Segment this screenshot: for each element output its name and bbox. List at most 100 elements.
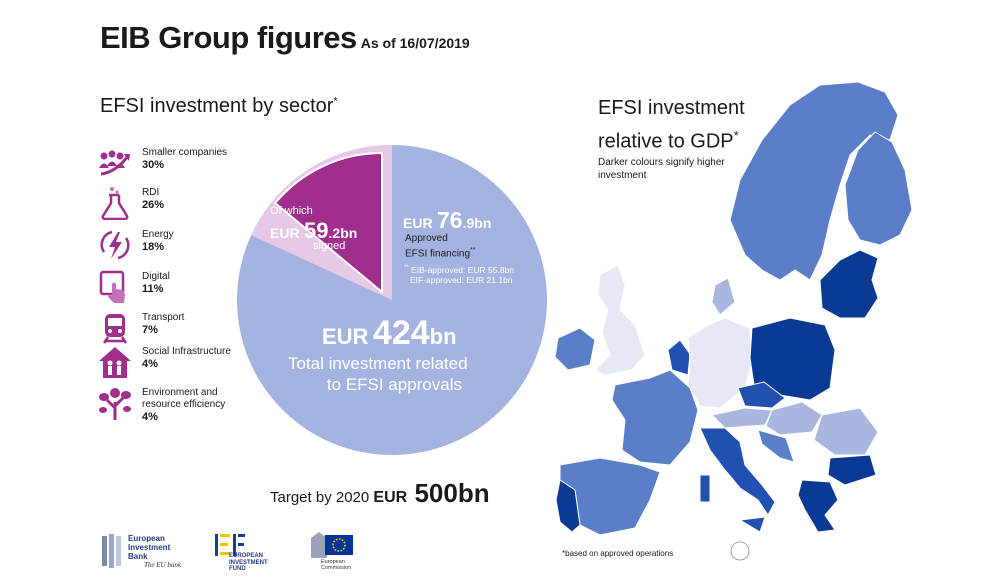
- house-family-icon: [99, 347, 131, 378]
- eib-logo-mark: [102, 534, 121, 568]
- target-unit: bn: [457, 478, 490, 508]
- sector-heading-text: EFSI investment by sector: [100, 95, 334, 117]
- target-label: Target by 2020: [270, 489, 370, 506]
- map-region-denmark: [711, 277, 736, 316]
- sector-social-infrastructure: Social Infrastructure 4%: [98, 345, 258, 385]
- target-value: 500: [414, 478, 458, 508]
- target-prefix: EUR: [373, 489, 408, 506]
- map-region-benelux: [667, 339, 691, 376]
- total-label-line2: to EFSI approvals: [326, 375, 462, 394]
- map-region-france: [611, 369, 699, 466]
- eib-logo-tagline: The EU bank: [144, 561, 181, 569]
- flask-icon: [101, 187, 129, 220]
- approved-dec: .9: [462, 215, 475, 231]
- people-growth-icon: [99, 150, 130, 176]
- target-2020: Target by 2020 EUR 500bn: [270, 478, 490, 509]
- map-region-austria: [710, 407, 773, 429]
- approved-int: 76: [437, 207, 463, 233]
- sector-label: RDI: [142, 187, 160, 198]
- approved-mark: **: [470, 247, 476, 254]
- map-region-nordic: [729, 81, 899, 281]
- sector-label: Smaller companies: [142, 147, 228, 158]
- page-title: EIB Group figures As of 16/07/2019: [100, 20, 470, 56]
- approved-label-line2: EFSI financing: [405, 248, 471, 260]
- sector-pct: 18%: [142, 241, 165, 253]
- map-footnote: *based on approved operations: [562, 549, 674, 558]
- eib-logo-line3: Bank: [128, 552, 148, 561]
- eif-logo-line1: EUROPEAN: [229, 553, 264, 559]
- signed-int: 59: [304, 218, 329, 243]
- sector-pct: 26%: [142, 199, 165, 211]
- eif-approved: EIF-approved: EUR 21.1bn: [410, 274, 513, 285]
- ec-logo-mark: [311, 532, 353, 558]
- map-region-romania: [813, 407, 879, 456]
- total-value: EUR 424bn: [322, 314, 457, 353]
- as-of-date: As of 16/07/2019: [360, 35, 470, 51]
- gdp-heading-line1: EFSI investment: [598, 97, 745, 119]
- sector-environment: Environment and resource efficiency 4%: [98, 386, 258, 426]
- map-region-croatia: [757, 429, 795, 463]
- map-inset-malta: [730, 541, 750, 561]
- sector-pct: 7%: [142, 324, 158, 336]
- total-label-line1: Total investment related: [288, 354, 468, 373]
- map-region-sardinia: [699, 474, 711, 503]
- signed-of-which: Of which: [270, 205, 313, 217]
- signed-unit: bn: [340, 225, 358, 241]
- eif-logo: EUROPEAN INVESTMENT FUND: [215, 532, 295, 572]
- eif-logo-mark: [215, 534, 245, 556]
- sector-smaller-companies: Smaller companies 30%: [98, 146, 258, 186]
- total-prefix: EUR: [322, 324, 369, 349]
- map-region-hungary: [765, 401, 823, 436]
- ec-logo: European Commission: [307, 532, 367, 574]
- map-region-portugal: [555, 479, 581, 533]
- map-region-poland: [749, 317, 836, 401]
- approved-unit: bn: [474, 215, 492, 231]
- map-region-finland: [844, 131, 913, 246]
- sector-rdi: RDI 26%: [98, 186, 258, 226]
- title-text: EIB Group figures: [100, 20, 357, 55]
- gdp-heading: EFSI investment relative to GDP*: [598, 95, 745, 156]
- gdp-heading-mark: *: [733, 128, 739, 143]
- signed-label: signed: [313, 240, 346, 252]
- eib-logo-line2: Investment: [128, 543, 171, 552]
- map-region-italy: [699, 427, 776, 516]
- map-region-baltics: [819, 249, 879, 319]
- sector-label: Energy: [142, 229, 174, 240]
- sector-label: Environment and resource efficiency: [142, 387, 226, 410]
- sector-label: Social Infrastructure: [142, 346, 231, 357]
- sector-pct: 4%: [142, 411, 158, 423]
- eib-logo: European Investment Bank The EU bank: [100, 532, 210, 572]
- sector-heading: EFSI investment by sector*: [100, 95, 338, 118]
- eif-logo-line2: INVESTMENT: [229, 559, 268, 566]
- signed-dec: .2: [328, 225, 341, 241]
- map-region-sicily: [738, 516, 766, 533]
- ec-logo-line1: European: [321, 559, 345, 565]
- gdp-note: Darker colours signify higher investment: [598, 157, 725, 181]
- investment-pie-chart: [237, 145, 547, 455]
- map-region-ireland: [554, 327, 596, 371]
- signed-value: EUR 59.2bn: [270, 218, 357, 244]
- sector-transport: Transport 7%: [98, 311, 258, 351]
- sector-label: Transport: [142, 312, 185, 323]
- approved-value: EUR 76.9bn: [403, 207, 491, 234]
- signed-prefix: EUR: [270, 225, 300, 241]
- gdp-heading-line2: relative to GDP: [598, 130, 734, 153]
- total-unit: bn: [429, 324, 457, 349]
- europe-map: [554, 81, 913, 561]
- ec-logo-line2: Commission: [321, 565, 352, 571]
- sector-pct: 4%: [142, 358, 158, 370]
- sector-pct: 30%: [142, 159, 165, 171]
- total-label: Total investment related to EFSI approva…: [288, 353, 468, 395]
- eif-logo-line3: FUND: [229, 566, 246, 572]
- approved-label: Approved EFSI financing**: [405, 233, 476, 260]
- touchscreen-icon: [99, 270, 125, 303]
- approved-label-line1: Approved: [405, 233, 448, 244]
- sector-digital: Digital 11%: [98, 270, 258, 310]
- map-region-greece: [797, 479, 839, 533]
- map-region-bulgaria: [827, 454, 877, 486]
- eib-approved: EIB-approved: EUR 55.8bn: [411, 264, 515, 275]
- approved-prefix: EUR: [403, 215, 433, 231]
- sector-heading-mark: *: [333, 95, 338, 108]
- eib-logo-line1: European: [128, 534, 165, 543]
- breakdown-mark: **: [404, 265, 409, 271]
